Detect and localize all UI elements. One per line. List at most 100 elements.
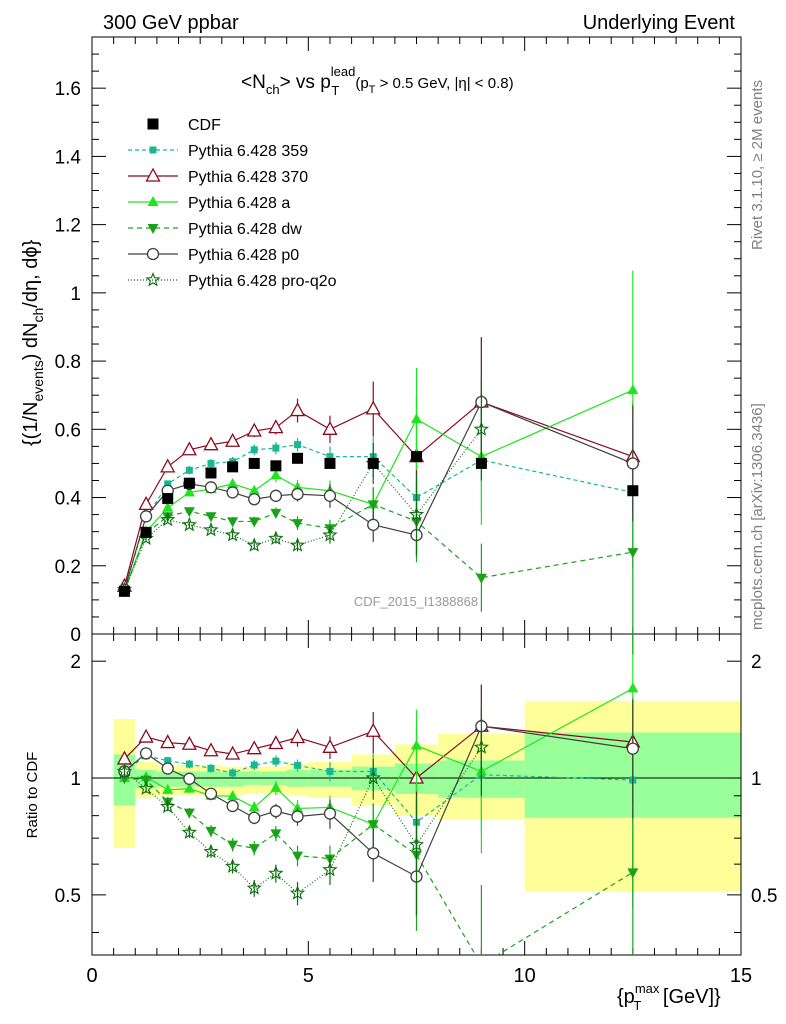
data-point — [289, 402, 306, 417]
side-label-top: Rivet 3.1.10, ≥ 2M events — [749, 80, 766, 250]
series-line — [123, 401, 634, 587]
data-point — [627, 384, 639, 395]
ratio-point — [411, 739, 422, 750]
x-tick-label: 0 — [86, 965, 97, 987]
ratio-point — [473, 739, 490, 754]
data-point — [160, 511, 176, 527]
ratio-point — [183, 782, 195, 793]
data-point — [205, 512, 217, 523]
band-inner — [200, 771, 222, 787]
data-point — [248, 484, 260, 495]
plot-title-main: <N — [241, 72, 266, 93]
y-axis-label-b: ) dN — [20, 322, 42, 360]
ratio-point — [224, 858, 241, 873]
cdf-point — [118, 585, 130, 597]
ratio-series-line — [124, 777, 634, 955]
ratio-point — [626, 742, 639, 755]
ratio-point — [162, 783, 174, 794]
ratio-point — [292, 802, 304, 813]
ratio-point — [248, 844, 260, 855]
cdf-point — [183, 477, 195, 489]
ratio-point — [627, 682, 639, 693]
ratio-point — [203, 843, 219, 859]
ratio-point — [289, 885, 306, 900]
legend-label: Pythia 6.428 a — [188, 195, 290, 212]
data-point — [268, 530, 284, 545]
ratio-point — [322, 861, 338, 877]
data-point — [183, 507, 195, 518]
plot-title-cut-sub: T — [369, 84, 376, 96]
legend-marker — [146, 247, 160, 261]
ratio-point — [138, 728, 154, 743]
y-tick-label: 0 — [70, 625, 81, 646]
cdf-point — [227, 461, 239, 473]
data-point — [473, 421, 490, 436]
ratio-tick-label-left: 1 — [70, 769, 81, 790]
legend-label: Pythia 6.428 dw — [188, 221, 302, 238]
cdf-point — [248, 457, 260, 469]
ratio-point — [246, 740, 262, 755]
y-axis-label: {(1/Nevents) dNch/dη, dϕ} — [20, 239, 46, 446]
side-label-bottom: mcplots.cern.ch [arXiv:1306.3436] — [749, 403, 766, 630]
ratio-point — [367, 820, 379, 831]
cdf-point — [367, 457, 379, 469]
header-left: 300 GeV ppbar — [103, 12, 239, 34]
series-line — [123, 444, 633, 590]
header-right: Underlying Event — [583, 12, 736, 34]
series-line — [123, 389, 634, 592]
data-point — [250, 446, 258, 454]
y-tick-label: 1 — [70, 284, 81, 305]
axis-ticks: 0 5 10 15 0 0.2 0.4 0.6 0.8 1 1.2 1.4 1.6 0.5 1 2 0.5 1 2 — [55, 36, 777, 987]
ratio-point — [250, 761, 258, 769]
ratio-point — [291, 810, 304, 823]
x-tick-label: 10 — [514, 965, 536, 987]
data-point — [183, 486, 195, 497]
data-point — [367, 518, 380, 531]
data-point — [227, 517, 239, 528]
ratio-point — [269, 805, 283, 818]
y-tick-label: 0.4 — [55, 489, 82, 510]
ratio-point — [203, 742, 219, 757]
ratio-point — [367, 847, 380, 860]
legend: CDF Pythia 6.428 359 Pythia 6.428 370 Pythi… — [128, 117, 337, 290]
plot-title: <Nch> vs plead T (pT > 0.5 GeV, |η| < 0.8) — [241, 64, 514, 98]
ratio-point — [248, 801, 260, 812]
legend-label: CDF — [188, 117, 221, 134]
ratio-point — [227, 790, 239, 801]
ratio-point — [292, 851, 304, 862]
ratio-point — [326, 767, 334, 775]
ratio-point — [270, 829, 282, 840]
legend-item: Pythia 6.428 pro-q2o — [128, 271, 337, 290]
ratio-point — [365, 722, 381, 737]
ratio-point — [272, 757, 280, 765]
ratio-axis-label: Ratio to CDF — [24, 752, 41, 839]
data-point — [268, 419, 284, 434]
legend-item: Pythia 6.428 a — [128, 195, 290, 212]
ratio-point — [185, 760, 193, 768]
x-tick-label: 5 — [303, 965, 314, 987]
legend-marker — [145, 167, 161, 182]
ratio-point — [248, 811, 261, 824]
data-point — [164, 480, 172, 488]
data-point — [270, 508, 282, 519]
data-point — [475, 573, 487, 584]
legend-item: Pythia 6.428 370 — [128, 167, 308, 186]
legend-item: Pythia 6.428 dw — [128, 221, 302, 238]
data-point — [292, 519, 304, 530]
data-point — [203, 436, 219, 451]
ratio-point — [164, 757, 172, 765]
ratio-tick-label-right: 1 — [751, 769, 762, 790]
y-axis-label-a: {(1/N — [20, 402, 42, 446]
y-tick-label: 0.6 — [55, 420, 81, 441]
data-point — [224, 527, 241, 542]
legend-marker — [145, 271, 161, 287]
y-tick-label: 1.4 — [55, 147, 82, 168]
data-point — [226, 486, 239, 499]
ratio-point — [116, 763, 133, 778]
legend-item: Pythia 6.428 359 — [128, 143, 308, 160]
ratio-point — [289, 729, 306, 744]
data-point — [246, 537, 262, 552]
plot-title-cut: (p — [355, 75, 368, 92]
x-axis-label-sub: T — [633, 998, 641, 1013]
cdf-point — [411, 451, 422, 463]
